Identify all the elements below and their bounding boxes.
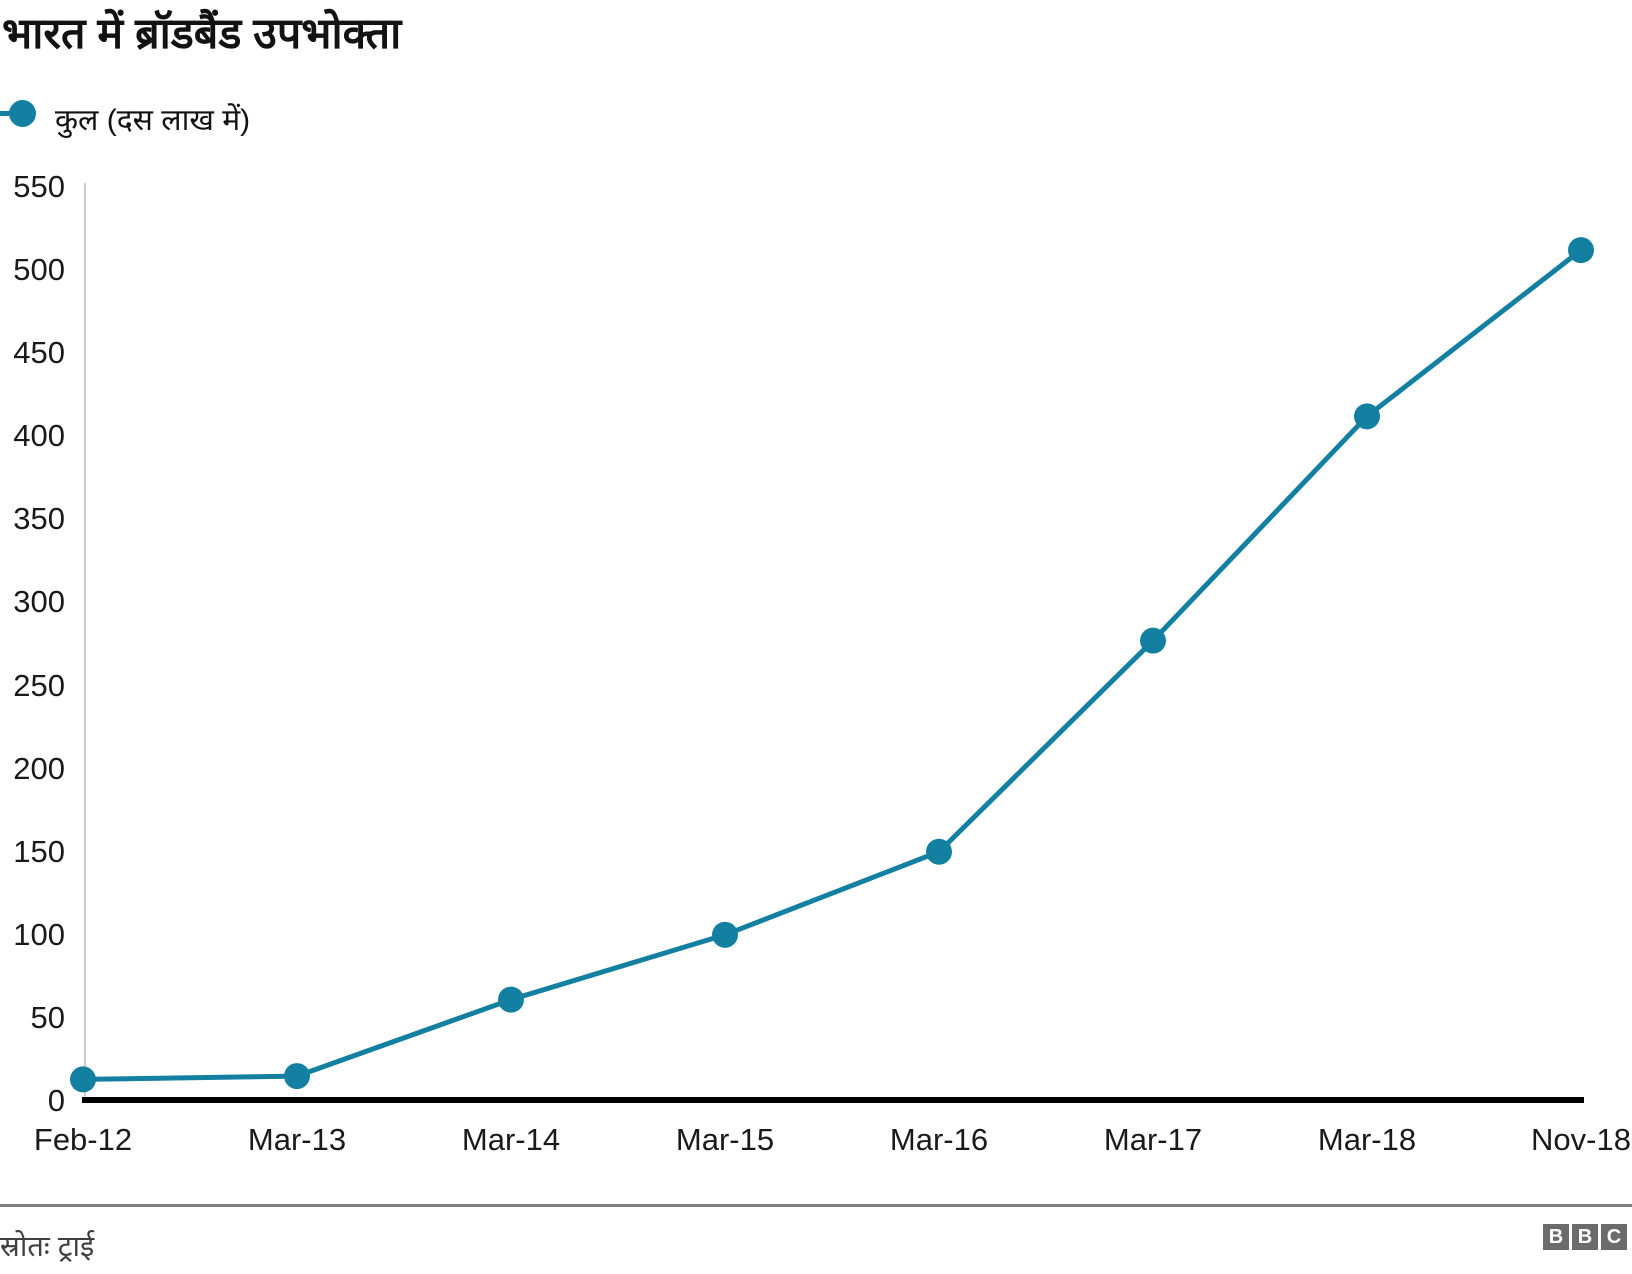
x-tick-label: Mar-14	[461, 1122, 561, 1157]
y-tick-label: 0	[47, 1083, 65, 1118]
x-tick-label: Nov-18	[1531, 1122, 1631, 1157]
data-point	[926, 838, 952, 865]
data-point	[1354, 403, 1380, 430]
y-tick-label: 300	[13, 584, 65, 620]
legend-label: कुल (दस लाख में)	[55, 104, 251, 137]
x-tick-label: Mar-17	[1103, 1122, 1203, 1157]
y-axis-line	[84, 183, 86, 1101]
y-tick-label: 150	[13, 833, 65, 869]
line-series-markers	[70, 237, 1594, 1093]
y-tick-label: 450	[13, 335, 65, 371]
data-point	[1568, 237, 1594, 264]
x-tick-label: Feb-12	[33, 1122, 133, 1157]
data-point	[1140, 627, 1166, 654]
legend-dot-icon	[9, 100, 36, 127]
y-tick-label: 250	[13, 667, 65, 703]
source-label: स्रोतः ट्राई	[0, 1231, 95, 1263]
y-tick-label: 200	[13, 750, 65, 786]
data-point	[498, 986, 524, 1013]
y-tick-label: 400	[13, 418, 65, 454]
bbc-logo-block: B	[1543, 1224, 1569, 1250]
x-tick-label: Mar-15	[675, 1122, 775, 1157]
y-tick-label: 100	[13, 916, 65, 952]
y-tick-label: 50	[30, 999, 65, 1035]
y-axis-labels: 0 50 100 150 200 250 300 350 400 450 500 550	[0, 0, 65, 1274]
y-tick-label: 350	[13, 501, 65, 537]
footer-divider	[0, 1204, 1632, 1207]
y-tick-label: 500	[13, 252, 65, 288]
x-tick-label: Mar-18	[1317, 1122, 1417, 1157]
bbc-logo: B B C	[1543, 1224, 1627, 1250]
data-point	[284, 1063, 310, 1090]
chart-title: भारत में ब्रॉडबैंड उपभोक्ता	[2, 10, 402, 58]
data-point	[712, 921, 738, 948]
line-series	[82, 248, 1583, 1082]
bbc-logo-block: C	[1601, 1224, 1627, 1250]
bbc-logo-block: B	[1572, 1224, 1598, 1250]
y-tick-label: 550	[13, 169, 65, 204]
data-point	[70, 1066, 96, 1093]
x-tick-label: Mar-13	[247, 1122, 347, 1157]
x-axis-line	[82, 1097, 1584, 1103]
x-tick-label: Mar-16	[889, 1122, 989, 1157]
